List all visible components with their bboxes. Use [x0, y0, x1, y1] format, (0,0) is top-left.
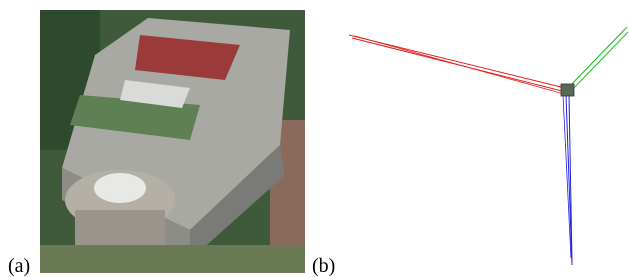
- aerial-photo: [40, 10, 305, 273]
- y-axis-ray: [570, 32, 628, 92]
- figure: (a) (b): [0, 0, 629, 278]
- page: (a) (b) (() => { const data = JSON.parse…: [0, 0, 629, 278]
- dome: [94, 173, 146, 203]
- camera-thumbnail: [561, 84, 574, 96]
- y-axis-ray: [566, 30, 624, 90]
- rotunda-wall: [75, 210, 165, 245]
- x-axis-ray: [355, 36, 564, 94]
- panel-label: (b): [312, 255, 335, 277]
- panel-label: (a): [8, 255, 30, 277]
- z-axis-ray: [569, 95, 572, 262]
- camera-diagram: [349, 27, 628, 265]
- ground: [40, 245, 305, 273]
